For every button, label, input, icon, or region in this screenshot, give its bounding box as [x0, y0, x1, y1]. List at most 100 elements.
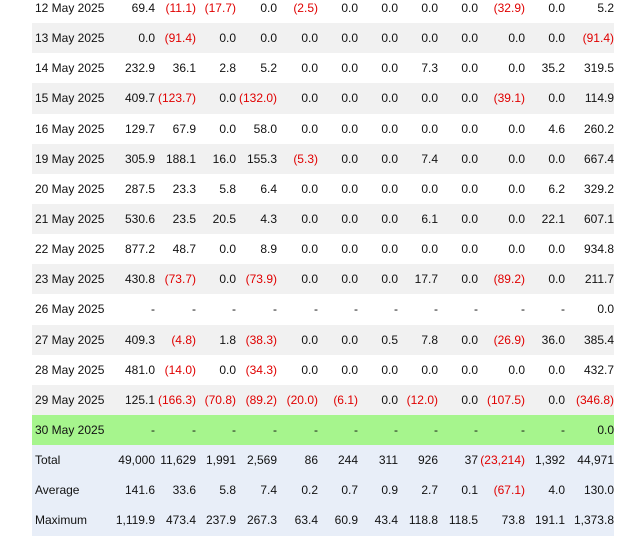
value-cell: 530.6: [114, 203, 155, 235]
value-cell: 6.4: [260, 181, 277, 196]
value-cell: (73.7): [155, 264, 196, 295]
value-cell: 0.0: [381, 121, 398, 136]
value-cell: 0.0: [341, 61, 358, 76]
value-cell: 473.4: [155, 505, 196, 536]
date-cell: 20 May 2025: [35, 181, 105, 196]
value-cell: 20.5: [196, 203, 236, 235]
value-cell: 0.0: [461, 1, 478, 16]
value-cell: 0.0: [318, 264, 358, 295]
date-cell: 23 May 2025: [32, 264, 114, 295]
value-cell: 0.0: [548, 242, 565, 257]
value-cell: 5.2: [260, 61, 277, 76]
value-cell: 0.0: [525, 83, 565, 114]
value-cell: 0.0: [277, 264, 318, 295]
value-cell: 0.0: [318, 23, 358, 54]
value-cell: 0.0: [421, 1, 438, 16]
value-cell: 0.0: [438, 143, 478, 174]
value-cell: 232.9: [124, 61, 155, 76]
value-cell: (26.9): [478, 324, 525, 355]
value-cell: 319.5: [583, 61, 614, 76]
value-cell: (123.7): [155, 83, 196, 114]
summary-row: Average 141.6 33.6 5.8 7.4 0.2 0.7 0.9 2.7 0.1 (67…: [32, 475, 614, 506]
value-cell: -: [525, 414, 565, 446]
value-cell: 155.3: [236, 143, 277, 174]
value-cell: -: [192, 302, 196, 317]
value-cell: 260.2: [583, 121, 614, 136]
value-cell: (91.4): [565, 23, 614, 54]
value-cell: 385.4: [565, 324, 614, 355]
table-row: 21 May 2025 530.6 23.5 20.5 4.3 0.0 0.0 0.0 6.1 0…: [32, 203, 614, 235]
value-cell: (5.3): [277, 143, 318, 174]
value-cell: 0.1: [438, 475, 478, 506]
value-cell: 0.0: [525, 143, 565, 174]
value-cell: 60.9: [318, 505, 358, 536]
value-cell: 607.1: [565, 203, 614, 235]
value-cell: -: [478, 414, 525, 446]
value-cell: 0.0: [301, 181, 318, 196]
value-cell: 0.0: [318, 83, 358, 114]
value-cell: 36.1: [172, 61, 196, 76]
value-cell: 0.0: [219, 121, 236, 136]
value-cell: 118.5: [438, 505, 478, 536]
table-row: 23 May 2025 430.8 (73.7) 0.0 (73.9) 0.0 0.0 0.0…: [32, 264, 614, 295]
table-row: 27 May 2025 409.3 (4.8) 1.8 (38.3) 0.0 0.0 0.5 7…: [32, 324, 614, 355]
value-cell: 6.2: [548, 181, 565, 196]
table-row: 15 May 2025 409.7 (123.7) 0.0 (132.0) 0.0 0.0 0…: [32, 83, 614, 114]
value-cell: 33.6: [155, 475, 196, 506]
value-cell: -: [236, 414, 277, 446]
value-cell: 67.9: [172, 121, 196, 136]
value-cell: (23,214): [478, 445, 525, 476]
flows-table: 12 May 2025 69.4 (11.1) (17.7) 0.0 (2.5) 0.0 0.…: [32, 0, 614, 536]
value-cell: 0.0: [381, 362, 398, 377]
table-row: 14 May 2025 232.9 36.1 2.8 5.2 0.0 0.0 0.0 7.3 0.…: [32, 53, 614, 83]
value-cell: (166.3): [155, 384, 196, 415]
value-cell: (70.8): [196, 384, 236, 415]
value-cell: 0.0: [548, 1, 565, 16]
value-cell: 0.0: [461, 362, 478, 377]
value-cell: 0.0: [341, 362, 358, 377]
value-cell: 0.5: [358, 324, 398, 355]
value-cell: 17.7: [398, 264, 438, 295]
value-cell: 0.0: [341, 1, 358, 16]
value-cell: 35.2: [541, 61, 565, 76]
value-cell: 0.0: [398, 83, 438, 114]
value-cell: 1,392: [525, 445, 565, 476]
value-cell: -: [354, 302, 358, 317]
value-cell: 188.1: [155, 143, 196, 174]
value-cell: -: [434, 302, 438, 317]
value-cell: 6.1: [398, 203, 438, 235]
value-cell: 0.0: [421, 242, 438, 257]
value-cell: -: [155, 414, 196, 446]
value-cell: 0.0: [277, 324, 318, 355]
date-cell: 19 May 2025: [32, 143, 114, 174]
value-cell: 22.1: [525, 203, 565, 235]
summary-label: Average: [32, 475, 114, 506]
value-cell: 0.0: [478, 203, 525, 235]
value-cell: 36.0: [525, 324, 565, 355]
value-cell: 0.0: [508, 362, 525, 377]
value-cell: (107.5): [478, 384, 525, 415]
value-cell: 0.0: [196, 83, 236, 114]
value-cell: 23.3: [172, 181, 196, 196]
date-cell: 13 May 2025: [32, 23, 114, 54]
table-row: 13 May 2025 0.0 (91.4) 0.0 0.0 0.0 0.0 0.0 0.0 0.…: [32, 23, 614, 54]
value-cell: -: [151, 302, 155, 317]
date-cell: 26 May 2025: [35, 302, 105, 317]
value-cell: 409.3: [114, 324, 155, 355]
value-cell: 0.0: [358, 83, 398, 114]
value-cell: 0.9: [358, 475, 398, 506]
value-cell: 1,991: [196, 445, 236, 476]
date-cell: 27 May 2025: [32, 324, 114, 355]
value-cell: -: [232, 302, 236, 317]
value-cell: 86: [277, 445, 318, 476]
date-cell: 14 May 2025: [35, 61, 105, 76]
value-cell: (6.1): [318, 384, 358, 415]
value-cell: 0.0: [548, 362, 565, 377]
value-cell: (132.0): [236, 83, 277, 114]
value-cell: 5.8: [196, 475, 236, 506]
value-cell: 0.0: [277, 83, 318, 114]
summary-row: Maximum 1,119.9 473.4 237.9 267.3 63.4 60.9 43.…: [32, 505, 614, 536]
value-cell: 0.0: [318, 203, 358, 235]
value-cell: 0.0: [358, 264, 398, 295]
value-cell: 0.0: [358, 143, 398, 174]
